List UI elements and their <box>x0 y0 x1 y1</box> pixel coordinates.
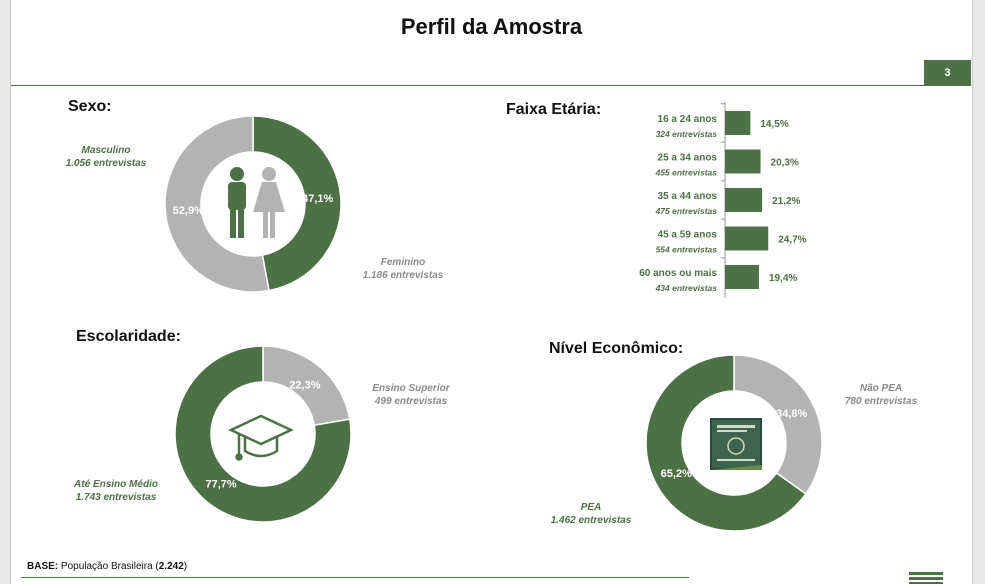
faixa-etaria-bar-chart: 16 a 24 anos 324 entrevistas 14,5% 25 a 34 … <box>639 102 807 298</box>
sexo-donut-group: 47,1% 52,9% <box>164 115 342 293</box>
base-text: População Brasileira <box>60 561 153 572</box>
ensino-superior-callout: Ensino Superior 499 entrevistas <box>356 382 466 408</box>
age-category-label: 25 a 34 anos <box>658 153 718 164</box>
page-number-badge: 3 <box>924 60 971 86</box>
age-bar <box>725 226 769 251</box>
age-count-label: 434 entrevistas <box>655 283 718 293</box>
sexo-slice-0 <box>252 115 342 292</box>
nivel-economico-donut-group: 34,8% 65,2% <box>645 354 823 532</box>
ensino-medio-label: Até Ensino Médio <box>74 479 158 490</box>
escolaridade-donut-group: 22,3% 77,7% <box>174 345 352 523</box>
age-value-label: 24,7% <box>778 235 806 246</box>
sexo-title: Sexo: <box>68 98 112 115</box>
escolaridade-slice-label-1: 77,7% <box>205 479 236 491</box>
age-value-label: 19,4% <box>769 273 797 284</box>
ensino-superior-label: Ensino Superior <box>372 383 450 394</box>
age-count-label: 324 entrevistas <box>656 129 718 139</box>
age-count-label: 475 entrevistas <box>655 206 718 216</box>
sexo-slice-1 <box>164 115 270 293</box>
age-bar <box>725 265 759 289</box>
escolaridade-donut-chart: 22,3% 77,7% <box>174 345 352 523</box>
age-count-label: 455 entrevistas <box>655 168 718 178</box>
age-bar <box>725 188 763 212</box>
nivel-economico-title: Nível Econômico: <box>549 340 684 357</box>
nao-pea-count: 780 entrevistas <box>844 396 918 407</box>
nivel-economico-donut-chart: 34,8% 65,2% <box>645 354 823 532</box>
base-label: BASE: <box>27 561 59 572</box>
ensino-medio-callout: Até Ensino Médio 1.743 entrevistas <box>61 478 171 504</box>
age-value-label: 20,3% <box>771 158 799 169</box>
feminino-count: 1.186 entrevistas <box>362 270 444 281</box>
pea-label: PEA <box>580 502 602 513</box>
pea-callout: PEA 1.462 entrevistas <box>536 501 646 527</box>
footer-divider <box>21 577 689 578</box>
header-divider <box>11 85 971 86</box>
ensino-medio-count: 1.743 entrevistas <box>75 492 157 503</box>
graduation-cap-icon <box>228 414 294 461</box>
masculino-label: Masculino <box>81 145 131 156</box>
nao-pea-label: Não PEA <box>859 383 903 394</box>
pea-count: 1.462 entrevistas <box>550 515 632 526</box>
feminino-callout: Feminino 1.186 entrevistas <box>347 256 459 282</box>
ensino-superior-count: 499 entrevistas <box>374 396 448 407</box>
nivel-slice-0 <box>733 354 823 495</box>
nivel-slice-label-0: 34,8% <box>776 408 807 420</box>
faixa-etaria-title: Faixa Etária: <box>506 101 602 118</box>
slide: Perfil da Amostra 3 Sexo: 47,1% 52,9% Mas… <box>10 0 973 584</box>
age-category-label: 35 a 44 anos <box>658 191 718 202</box>
age-bar <box>725 149 761 174</box>
base-note: BASE: População Brasileira (2.242) <box>27 561 188 572</box>
age-value-label: 21,2% <box>772 196 800 207</box>
sexo-slice-label-1: 52,9% <box>173 205 204 217</box>
escolaridade-slice-1 <box>174 345 352 523</box>
sexo-donut-chart: 47,1% 52,9% <box>164 115 342 293</box>
age-value-label: 14,5% <box>760 119 788 130</box>
escolaridade-slice-label-0: 22,3% <box>289 379 320 391</box>
feminino-label: Feminino <box>380 257 426 268</box>
nao-pea-callout: Não PEA 780 entrevistas <box>831 382 931 408</box>
sexo-slice-label-0: 47,1% <box>302 193 333 205</box>
footer-logo-bars <box>909 572 943 584</box>
page-title: Perfil da Amostra <box>400 14 583 39</box>
masculino-callout: Masculino 1.056 entrevistas <box>51 144 161 170</box>
age-category-label: 16 a 24 anos <box>658 114 718 125</box>
age-bar <box>725 111 751 135</box>
age-category-label: 45 a 59 anos <box>658 230 718 241</box>
masculino-count: 1.056 entrevistas <box>65 158 147 169</box>
base-count: 2.242 <box>158 561 184 572</box>
escolaridade-title: Escolaridade: <box>76 328 181 345</box>
nivel-slice-1 <box>645 354 807 532</box>
age-category-label: 60 anos ou mais <box>639 268 717 279</box>
male-female-icon <box>228 167 285 238</box>
work-card-icon <box>710 418 762 470</box>
nivel-slice-label-1: 65,2% <box>661 468 692 480</box>
age-count-label: 554 entrevistas <box>656 245 718 255</box>
